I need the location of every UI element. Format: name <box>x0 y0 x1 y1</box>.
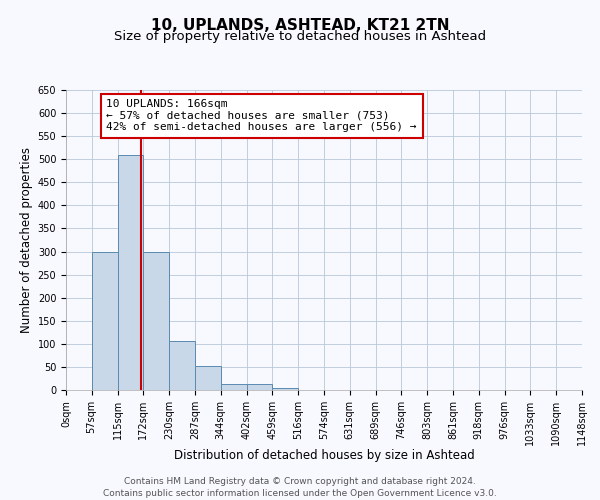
Text: 10 UPLANDS: 166sqm
← 57% of detached houses are smaller (753)
42% of semi-detach: 10 UPLANDS: 166sqm ← 57% of detached hou… <box>106 99 417 132</box>
Y-axis label: Number of detached properties: Number of detached properties <box>20 147 34 333</box>
Bar <box>272 388 298 390</box>
Bar <box>247 384 272 390</box>
Bar <box>195 366 221 390</box>
Bar <box>143 252 169 390</box>
Text: 10, UPLANDS, ASHTEAD, KT21 2TN: 10, UPLANDS, ASHTEAD, KT21 2TN <box>151 18 449 32</box>
Bar <box>92 252 118 390</box>
Bar <box>221 384 247 390</box>
X-axis label: Distribution of detached houses by size in Ashtead: Distribution of detached houses by size … <box>173 449 475 462</box>
Text: Size of property relative to detached houses in Ashtead: Size of property relative to detached ho… <box>114 30 486 43</box>
Bar <box>169 340 195 390</box>
Text: Contains HM Land Registry data © Crown copyright and database right 2024.
Contai: Contains HM Land Registry data © Crown c… <box>103 476 497 498</box>
Bar <box>118 154 143 390</box>
